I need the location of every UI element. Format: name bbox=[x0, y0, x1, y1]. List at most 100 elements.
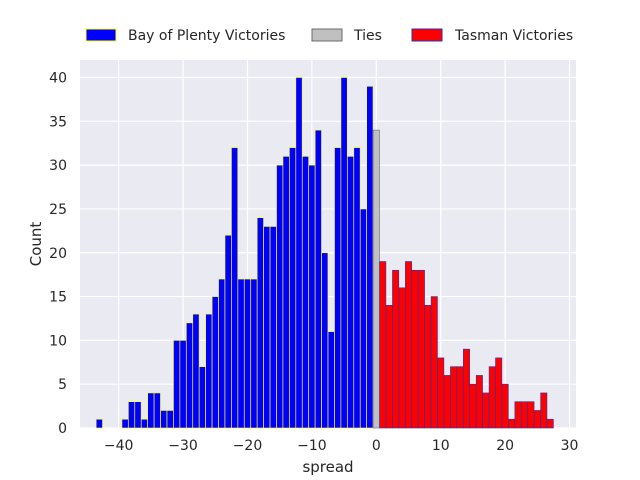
y-tick-label: 30 bbox=[49, 158, 67, 174]
bar-bop bbox=[282, 156, 290, 429]
x-axis-ticks: −40 −30 −20 −10 0 10 20 30 bbox=[104, 438, 579, 454]
bar-bop bbox=[198, 366, 206, 429]
legend-item-tasman: Tasman Victories bbox=[411, 28, 573, 44]
bar-bop bbox=[211, 296, 219, 429]
bar-bop bbox=[308, 164, 316, 429]
bar-bop bbox=[256, 217, 264, 429]
bar-tasman bbox=[385, 305, 393, 429]
legend-label-bop: Bay of Plenty Victories bbox=[128, 28, 285, 44]
bar-bop bbox=[334, 147, 342, 429]
x-tick-label: −40 bbox=[104, 438, 134, 454]
bar-bop bbox=[314, 129, 322, 429]
x-tick-label: −10 bbox=[297, 438, 327, 454]
bar-tasman bbox=[450, 366, 458, 429]
legend-item-ties: Ties bbox=[311, 28, 382, 44]
bar-bop bbox=[140, 418, 148, 429]
bar-tasman bbox=[540, 392, 548, 429]
y-tick-label: 5 bbox=[58, 377, 67, 393]
legend-swatch-bop bbox=[85, 28, 117, 42]
y-tick-label: 20 bbox=[49, 246, 67, 262]
bar-tasman bbox=[501, 383, 509, 429]
bar-bop bbox=[224, 234, 232, 429]
bar-bop bbox=[237, 278, 245, 429]
x-tick-label: 20 bbox=[496, 438, 514, 454]
bar-bop bbox=[166, 410, 174, 429]
x-axis-label: spread bbox=[302, 458, 353, 476]
bar-bop bbox=[173, 340, 181, 429]
x-tick-label: −20 bbox=[233, 438, 263, 454]
bar-bop bbox=[321, 252, 329, 429]
legend-swatch-tasman bbox=[411, 28, 443, 42]
bar-bop bbox=[289, 147, 297, 429]
bar-bop bbox=[276, 164, 284, 429]
bar-bop bbox=[205, 313, 213, 429]
bar-bop bbox=[160, 410, 168, 429]
bar-tasman bbox=[514, 401, 522, 429]
bar-tasman bbox=[533, 410, 541, 429]
y-tick-label: 10 bbox=[49, 333, 67, 349]
bar-bop bbox=[359, 208, 367, 429]
bar-bop bbox=[192, 313, 200, 429]
y-tick-label: 25 bbox=[49, 202, 67, 218]
legend-label-ties: Ties bbox=[353, 28, 382, 44]
legend-label-tasman: Tasman Victories bbox=[454, 28, 573, 44]
y-tick-label: 0 bbox=[58, 421, 67, 437]
bar-tasman bbox=[456, 366, 464, 429]
x-tick-label: 0 bbox=[372, 438, 381, 454]
bar-bop bbox=[269, 226, 277, 429]
legend: Bay of Plenty Victories Ties Tasman Vict… bbox=[85, 28, 573, 44]
bar-tasman bbox=[475, 375, 483, 429]
bar-tasman bbox=[417, 269, 425, 429]
bar-tasman bbox=[546, 418, 554, 429]
bar-bop bbox=[128, 401, 135, 429]
x-tick-label: 30 bbox=[561, 438, 579, 454]
bar-bop bbox=[353, 147, 361, 429]
bar-tasman bbox=[482, 392, 490, 429]
bar-bop bbox=[250, 278, 258, 429]
bar-bop bbox=[295, 77, 303, 429]
bar-bop bbox=[231, 147, 239, 429]
bar-bop bbox=[327, 331, 335, 429]
bar-tasman bbox=[398, 287, 406, 429]
y-tick-label: 35 bbox=[49, 114, 67, 130]
y-tick-label: 15 bbox=[49, 290, 67, 306]
bar-tasman bbox=[443, 375, 451, 429]
bar-tasman bbox=[521, 401, 528, 429]
bar-bop bbox=[366, 85, 374, 429]
bar-bop bbox=[179, 340, 187, 429]
bar-bop bbox=[121, 418, 129, 429]
bar-tasman bbox=[469, 383, 477, 429]
bar-tasman bbox=[424, 305, 432, 429]
bar-tasman bbox=[495, 357, 503, 429]
legend-item-bop: Bay of Plenty Victories bbox=[85, 28, 285, 44]
y-axis-ticks: 0 5 10 15 20 25 30 35 40 bbox=[49, 71, 67, 437]
x-tick-label: 10 bbox=[432, 438, 450, 454]
bar-tasman bbox=[437, 357, 445, 429]
bar-tasman bbox=[463, 348, 470, 429]
bar-bop bbox=[153, 392, 161, 429]
bar-tasman bbox=[405, 261, 412, 429]
bar-bop bbox=[134, 401, 142, 429]
bar-tasman bbox=[508, 418, 516, 429]
bar-tasman bbox=[527, 401, 535, 429]
bar-bop bbox=[244, 278, 251, 429]
bar-bop bbox=[347, 156, 355, 429]
bar-tasman bbox=[411, 269, 419, 429]
bar-bop bbox=[263, 226, 271, 429]
y-tick-label: 40 bbox=[49, 71, 67, 87]
bar-bop bbox=[186, 322, 193, 429]
legend-swatch-ties bbox=[311, 28, 343, 42]
y-axis-label: Count bbox=[27, 222, 45, 267]
bar-tasman bbox=[488, 366, 496, 429]
bar-tasman bbox=[379, 261, 387, 429]
bar-bop bbox=[95, 418, 103, 429]
bar-ties bbox=[372, 129, 380, 429]
bar-bop bbox=[340, 77, 348, 429]
bars-group bbox=[95, 77, 554, 429]
bar-tasman bbox=[430, 296, 438, 429]
bar-bop bbox=[147, 392, 155, 429]
bar-tasman bbox=[392, 269, 400, 429]
bar-bop bbox=[218, 278, 226, 429]
x-tick-label: −30 bbox=[168, 438, 198, 454]
